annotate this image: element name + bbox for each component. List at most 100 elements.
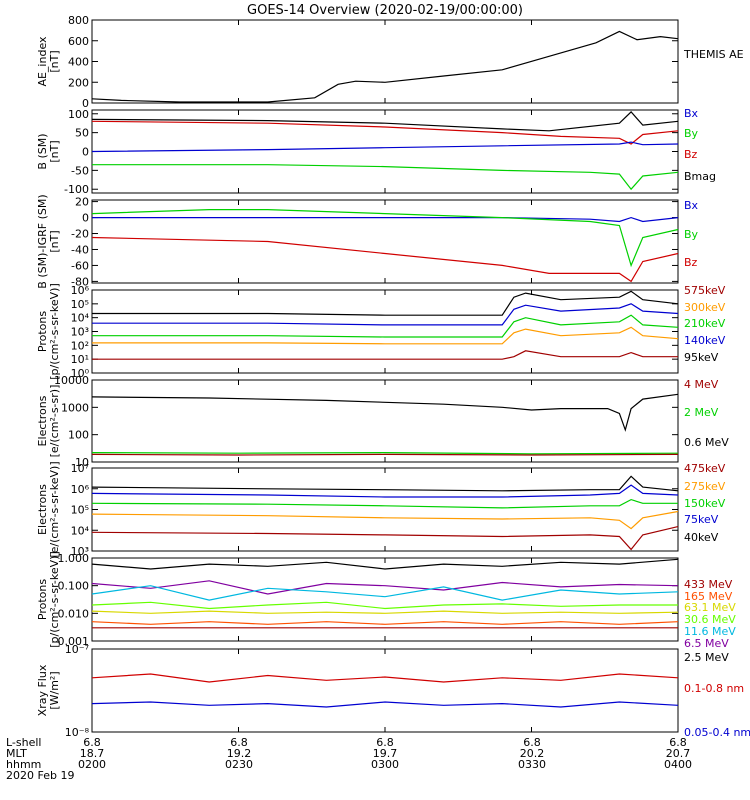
- legend-entry: 0.1-0.8 nm: [684, 682, 744, 695]
- series-line: [91, 580, 679, 595]
- series-line: [92, 290, 679, 316]
- series-line: [91, 498, 678, 509]
- y-tick-label: 10⁴: [71, 312, 90, 325]
- series-line: [91, 601, 678, 610]
- y-axis-label: Protons[p/(cm²-s-sr-keV)]: [36, 551, 61, 648]
- y-tick-label: 10¹: [71, 353, 89, 366]
- footer-lshell: 6.8: [669, 736, 687, 749]
- y-tick-label: 100: [68, 429, 89, 442]
- series-line: [91, 610, 679, 614]
- y-tick-label: 10²: [71, 339, 89, 352]
- footer-hhmm: 0400: [664, 758, 692, 771]
- series-line: [91, 558, 679, 570]
- y-axis-label: AE_index[nT]: [36, 36, 61, 87]
- y-tick-label: 0.100: [58, 580, 90, 593]
- legend-entry: 150keV: [684, 497, 726, 510]
- y-axis-label-line: Protons: [36, 579, 49, 620]
- series-line: [92, 314, 679, 338]
- y-tick-label: 10000: [54, 374, 89, 387]
- legend-entry: 63.1 MeV: [684, 601, 736, 614]
- legend-entry: Bx: [684, 199, 699, 212]
- series-line: [91, 30, 679, 103]
- series-line: [91, 120, 679, 145]
- series-line: [91, 673, 679, 683]
- footer-mlt: 20.7: [666, 747, 691, 760]
- legend-entry: 0.05-0.4 nm: [684, 726, 750, 739]
- series-line: [92, 216, 679, 223]
- y-axis-label-line: [nT]: [48, 140, 61, 162]
- series-line: [92, 326, 679, 345]
- footer-row-label: 2020 Feb 19: [6, 769, 74, 782]
- y-tick-label: 10⁵: [71, 504, 89, 517]
- y-axis-label-line: [p/(cm²-s-sr-keV)]: [48, 283, 61, 380]
- y-axis-label-line: [nT]: [48, 50, 61, 72]
- y-axis-label-line: [e/(cm²-s-sr-keV)]: [48, 461, 61, 557]
- legend-entry: Bz: [684, 148, 698, 161]
- series-line: [92, 164, 679, 191]
- legend-entry: 11.6 MeV: [684, 625, 736, 638]
- series-line: [92, 303, 679, 326]
- y-tick-label: 800: [68, 14, 89, 27]
- y-axis-label-line: Electrons: [36, 484, 49, 535]
- y-axis-label: Electrons[e/(cm²-s-sr-keV)]: [36, 461, 61, 557]
- legend-entry: Bz: [684, 256, 698, 269]
- series-line: [91, 453, 679, 456]
- footer-mlt: 19.2: [227, 747, 252, 760]
- y-tick-label: 600: [68, 35, 89, 48]
- legend-entry: 95keV: [684, 351, 719, 364]
- panel-2: 100 50 0 -50 -100 B (SM)[nT] Bx By Bz Bmag: [36, 107, 716, 196]
- legend-entry: THEMIS AE: [683, 48, 744, 61]
- y-axis-label-line: [W/m²]: [48, 671, 61, 709]
- panel-frame: [91, 289, 679, 374]
- y-axis-label: Protons[p/(cm²-s-sr-keV)]: [36, 283, 61, 380]
- y-tick-label: 20: [75, 196, 89, 209]
- y-tick-label: 1000: [61, 401, 89, 414]
- y-tick-label: 10⁻⁷: [65, 643, 89, 656]
- y-axis-label-line: Protons: [36, 311, 49, 352]
- footer-lshell: 6.8: [376, 736, 394, 749]
- series-line: [91, 141, 679, 153]
- y-tick-label: -50: [71, 164, 89, 177]
- footer-lshell: 6.8: [230, 736, 248, 749]
- y-tick-label: 1.000: [58, 552, 90, 565]
- legend-entry: 300keV: [684, 301, 726, 314]
- series-line: [91, 526, 679, 551]
- legend-entry: 75keV: [684, 513, 719, 526]
- series-line: [92, 350, 678, 360]
- legend-entry: 275keV: [684, 480, 726, 493]
- y-tick-label: 10⁷: [71, 462, 89, 475]
- y-axis-label: Electrons[e/(cm²-s-sr)]: [36, 385, 61, 458]
- legend-entry: 0.6 MeV: [684, 436, 729, 449]
- panel-8: 10⁻⁸ 10⁻⁷ Xray Flux[W/m²] 0.1-0.8 nm 0.05-0.…: [36, 643, 750, 739]
- y-axis-label-line: [p/(cm²-s-sr-keV)]: [48, 551, 61, 648]
- y-tick-label: 10³: [71, 326, 89, 339]
- y-tick-label: 400: [68, 56, 89, 69]
- y-tick-label: 10⁰: [71, 367, 90, 380]
- y-tick-label: 0.001: [58, 635, 90, 648]
- footer-lshell: 6.8: [83, 736, 101, 749]
- y-tick-label: 10⁴: [71, 524, 90, 537]
- footer-hhmm: 0300: [371, 758, 399, 771]
- footer-lshell: 6.8: [523, 736, 541, 749]
- figure-title: GOES-14 Overview (2020-02-19/00:00:00): [247, 3, 523, 18]
- legend-entry: 575keV: [684, 284, 726, 297]
- legend-entry: By: [684, 228, 699, 241]
- y-tick-label: 100: [68, 108, 89, 121]
- y-tick-label: 10: [75, 456, 89, 469]
- y-axis-label: B (SM)[nT]: [36, 133, 61, 169]
- y-axis-label-line: Xray Flux: [36, 664, 49, 716]
- legend-entry: 4 MeV: [684, 378, 719, 391]
- footer-row-label: L-shell: [6, 736, 42, 749]
- footer-hhmm: 0330: [518, 758, 546, 771]
- y-tick-label: -20: [71, 228, 89, 241]
- legend-entry: 210keV: [684, 317, 726, 330]
- y-axis-label-line: [nT]: [48, 230, 61, 252]
- y-tick-label: -40: [71, 243, 89, 256]
- series-line: [91, 701, 679, 708]
- panel-frame: [91, 379, 679, 463]
